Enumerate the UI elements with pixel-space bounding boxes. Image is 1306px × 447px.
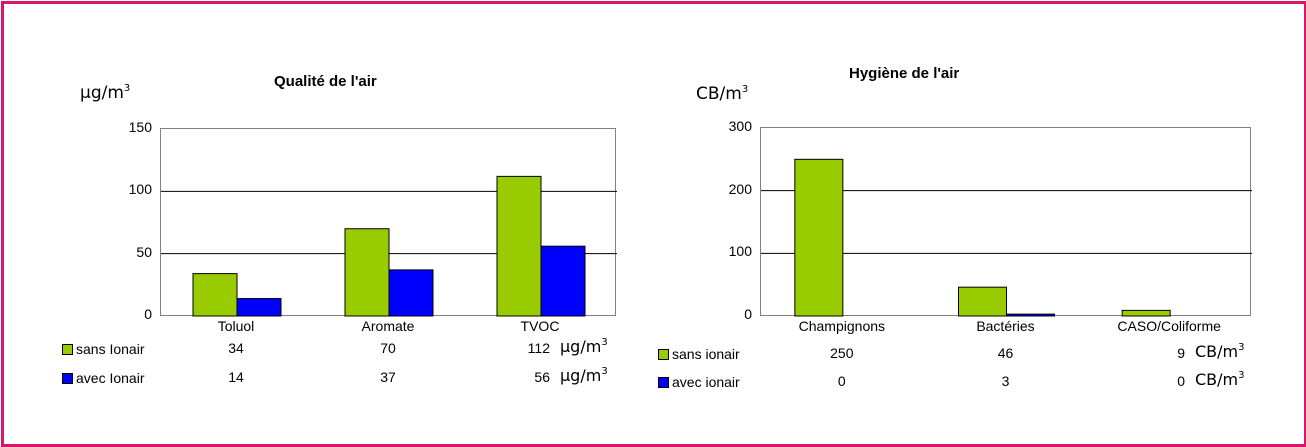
y-axis-unit-text: CB/m [696,84,742,104]
bar-sans-2 [1121,309,1171,317]
table-cell: 3 [1001,373,1010,389]
bars-svg [161,175,617,317]
legend-entry: sans Ionair [62,341,144,357]
legend-entry: avec ionair [658,374,740,390]
bars-svg [761,158,1252,317]
chart-title: Hygiène de l'air [849,65,960,82]
y-tick-label: 0 [144,306,152,322]
table-cell: 250 [830,345,854,361]
table-unit: CB/m3 [1195,370,1245,389]
table-cell: 0 [837,373,846,389]
y-axis-unit-text: µg/m [80,83,124,103]
x-tick-label: Aromate [361,318,415,334]
y-axis-unit-exponent: 3 [123,83,131,94]
y-tick-label: 0 [744,306,752,322]
y-axis-unit: µg/m3 [80,83,130,103]
y-tick-label: 50 [136,243,152,260]
bar-avec-2 [540,245,586,317]
bar-sans-0 [192,273,238,317]
x-tick-label: CASO/Coliforme [1117,318,1221,334]
bar-avec-0 [236,298,282,317]
legend-swatch [658,376,669,388]
y-tick-label: 300 [728,118,752,134]
y-axis-unit-exponent: 3 [741,84,749,95]
table-cell: 9 [1177,345,1185,361]
table-cell: 46 [997,345,1014,361]
legend-label: sans Ionair [76,341,145,357]
chart-title: Qualité de l'air [274,73,377,90]
legend-label: avec ionair [672,374,740,390]
x-tick-label: TVOC [520,318,560,334]
bar-sans-0 [794,158,844,317]
bar-sans-1 [958,286,1007,317]
legend-label: sans ionair [672,346,740,362]
plot-area [160,128,617,317]
table-unit: µg/m3 [560,366,608,385]
table-unit: CB/m3 [1195,342,1245,361]
y-tick-label: 150 [128,119,152,135]
bar-avec-1 [388,269,434,317]
table-unit: µg/m3 [560,337,608,356]
table-cell: 70 [380,340,396,356]
table-cell: 34 [228,340,244,356]
legend-label: avec Ionair [76,370,145,386]
x-tick-label: Toluol [217,318,255,334]
bar-sans-2 [496,175,542,317]
legend-swatch [62,372,73,384]
legend-entry: sans ionair [658,346,740,362]
table-cell: 37 [380,369,396,385]
legend-swatch [658,348,669,360]
y-tick-label: 100 [728,243,752,260]
x-tick-label: Bactéries [976,318,1035,334]
legend-swatch [62,343,73,355]
plot-area [760,127,1252,317]
y-axis-unit: CB/m3 [696,84,748,104]
y-tick-label: 100 [128,181,152,198]
x-tick-label: Champignons [798,318,886,334]
bar-sans-1 [344,228,390,317]
bar-avec-1 [1006,313,1055,317]
table-cell: 112 [527,340,550,356]
legend-entry: avec Ionair [62,370,144,386]
table-cell: 56 [534,369,550,385]
y-tick-label: 200 [728,180,752,197]
table-cell: 0 [1177,373,1185,389]
table-cell: 14 [228,369,244,385]
